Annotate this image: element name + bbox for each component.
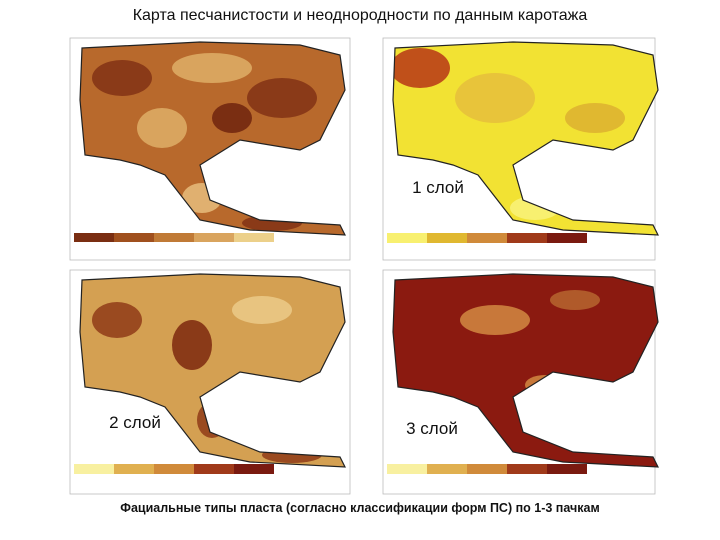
map-fill [393, 42, 658, 235]
slide-caption: Фациальные типы пласта (согласно классиф… [120, 501, 599, 515]
map-panel: 1 слой [382, 37, 659, 261]
map-panel: 3 слой [382, 269, 659, 495]
map-panel: 2 слой [69, 269, 351, 495]
map-frame [69, 269, 351, 495]
map-frame [382, 37, 656, 261]
legend-bar [387, 464, 587, 474]
layer-label: 3 слой [406, 419, 458, 438]
map-frame [69, 37, 351, 261]
slide-title: Карта песчанистости и неоднородности по … [133, 7, 588, 24]
layer-label: 2 слой [109, 413, 161, 432]
map-fill [393, 274, 658, 467]
legend-bar [74, 233, 274, 242]
legend-bar [387, 233, 587, 243]
map-fill [80, 42, 345, 235]
legend-bar [74, 464, 274, 474]
map-fill [80, 274, 345, 467]
map-frame [382, 269, 656, 495]
layer-label: 1 слой [412, 178, 464, 197]
map-panel [69, 37, 351, 261]
